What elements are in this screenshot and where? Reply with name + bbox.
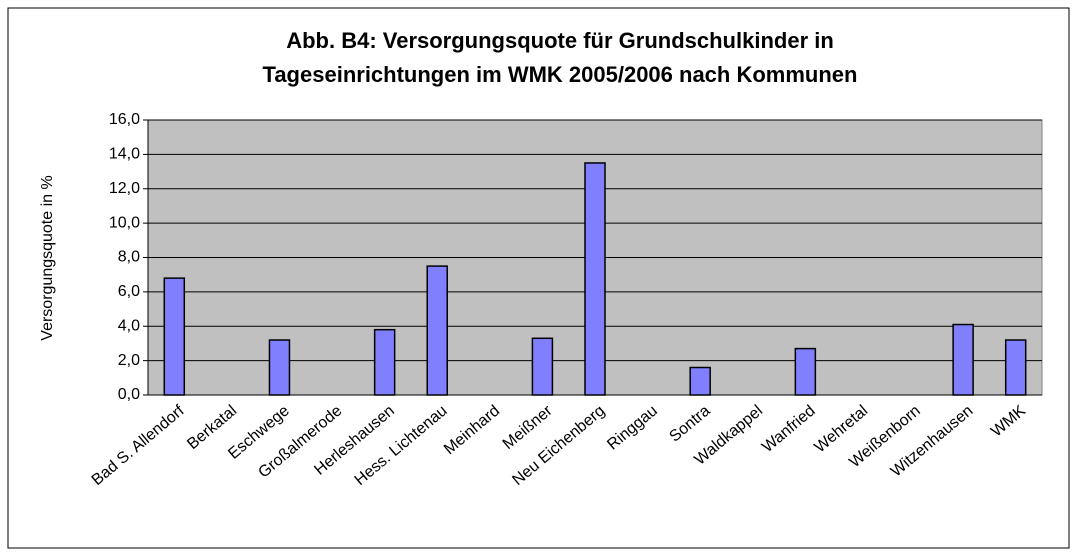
y-tick-label: 12,0 [109,180,140,197]
bar [794,347,817,396]
y-tick-label: 6,0 [118,283,140,300]
y-tick-label: 4,0 [118,317,140,334]
bar [584,162,606,396]
bar [373,328,396,396]
chart-title: Tageseinrichtungen im WMK 2005/2006 nach… [263,62,858,87]
bar [952,323,974,396]
bar [268,339,291,396]
chart-title: Abb. B4: Versorgungsquote für Grundschul… [286,28,834,53]
bar [1004,339,1027,396]
y-tick-label: 0,0 [118,386,140,403]
y-tick-label: 8,0 [118,249,140,266]
bar [426,265,448,396]
y-tick-label: 2,0 [118,352,140,369]
y-axis-label: Versorgungsquote in % [39,175,56,340]
y-tick-label: 10,0 [109,214,140,231]
bar [689,366,711,396]
y-tick-label: 14,0 [109,146,140,163]
bar [163,277,186,396]
bar [531,337,554,396]
y-tick-label: 16,0 [109,111,140,128]
